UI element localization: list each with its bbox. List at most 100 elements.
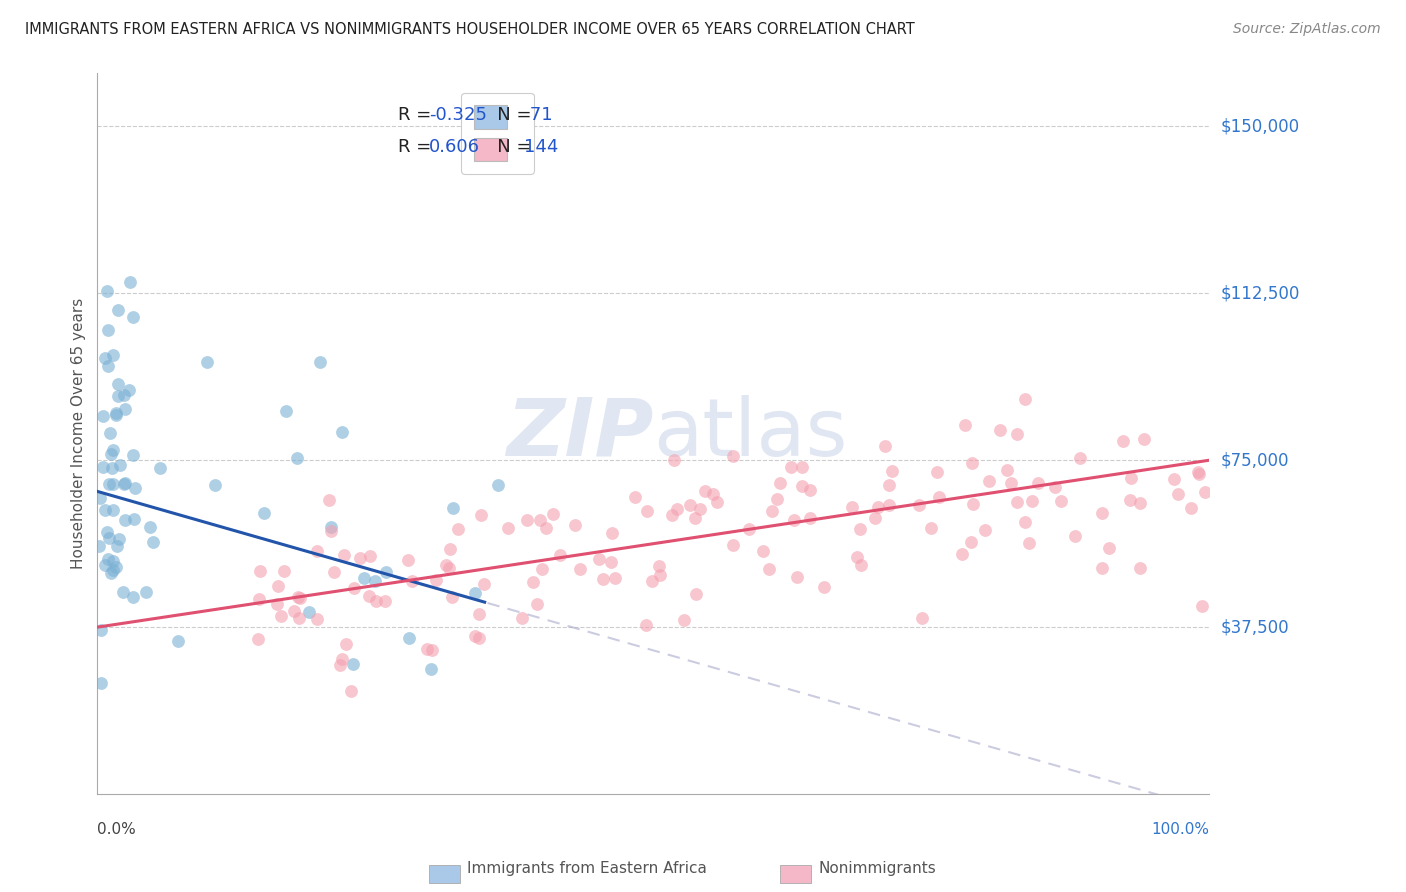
- Point: [721, 538, 744, 552]
- Point: [308, 355, 330, 369]
- Point: [752, 544, 775, 558]
- Point: [548, 548, 571, 562]
- Point: [641, 574, 664, 589]
- Point: [105, 559, 128, 574]
- Point: [437, 561, 460, 575]
- Point: [375, 565, 398, 579]
- Point: [1188, 467, 1211, 482]
- Point: [89, 491, 111, 505]
- Point: [359, 549, 381, 563]
- Point: [93, 502, 115, 516]
- Point: [841, 500, 863, 515]
- Point: [790, 459, 813, 474]
- Point: [108, 458, 131, 472]
- Point: [342, 657, 364, 671]
- Point: [114, 513, 136, 527]
- Point: [1129, 495, 1152, 509]
- Point: [101, 443, 124, 458]
- Point: [960, 456, 983, 470]
- Point: [91, 460, 114, 475]
- Point: [276, 404, 298, 418]
- Point: [330, 425, 353, 440]
- Point: [359, 589, 381, 603]
- Point: [761, 504, 783, 518]
- Point: [950, 547, 973, 561]
- Point: [364, 574, 387, 589]
- Point: [122, 512, 145, 526]
- Point: [112, 388, 135, 402]
- Text: $112,500: $112,500: [1220, 285, 1299, 302]
- Point: [114, 402, 136, 417]
- Point: [112, 476, 135, 491]
- Point: [87, 539, 110, 553]
- Point: [122, 448, 145, 462]
- Point: [321, 524, 343, 539]
- Point: [121, 310, 143, 324]
- Point: [101, 348, 124, 362]
- Point: [665, 501, 688, 516]
- Point: [468, 631, 491, 645]
- Point: [472, 577, 495, 591]
- Point: [470, 508, 492, 523]
- Point: [107, 377, 129, 392]
- Point: [679, 499, 702, 513]
- Point: [398, 631, 420, 645]
- Point: [486, 477, 509, 491]
- Point: [415, 642, 437, 657]
- Point: [875, 439, 897, 453]
- Point: [112, 585, 135, 599]
- Point: [101, 502, 124, 516]
- Point: [396, 553, 419, 567]
- Point: [98, 532, 121, 546]
- Point: [568, 562, 591, 576]
- Point: [783, 513, 806, 527]
- Point: [247, 632, 270, 647]
- Point: [446, 523, 468, 537]
- Text: atlas: atlas: [654, 394, 848, 473]
- Point: [599, 556, 621, 570]
- Point: [1129, 561, 1152, 575]
- Point: [91, 409, 114, 423]
- Point: [288, 611, 311, 625]
- Point: [496, 521, 519, 535]
- Point: [335, 637, 357, 651]
- Point: [283, 604, 305, 618]
- Point: [786, 570, 808, 584]
- Point: [90, 676, 112, 690]
- Point: [195, 355, 218, 369]
- Point: [848, 522, 870, 536]
- Point: [988, 423, 1011, 437]
- Point: [401, 574, 423, 588]
- Point: [799, 483, 821, 497]
- Text: Source: ZipAtlas.com: Source: ZipAtlas.com: [1233, 22, 1381, 37]
- Point: [1021, 494, 1043, 508]
- Point: [97, 359, 120, 373]
- Point: [672, 613, 695, 627]
- Point: [977, 474, 1000, 488]
- Point: [541, 507, 564, 521]
- Point: [534, 521, 557, 535]
- Point: [101, 477, 124, 491]
- Text: 71: 71: [524, 106, 553, 124]
- Point: [247, 591, 270, 606]
- Point: [364, 594, 387, 608]
- Point: [880, 464, 903, 478]
- Point: [266, 597, 288, 611]
- Point: [108, 532, 131, 546]
- Point: [273, 565, 295, 579]
- Point: [96, 284, 118, 298]
- Point: [588, 551, 610, 566]
- Point: [1112, 434, 1135, 449]
- Point: [441, 501, 464, 516]
- Point: [374, 594, 396, 608]
- Point: [1098, 541, 1121, 555]
- Point: [353, 571, 375, 585]
- Point: [122, 591, 145, 605]
- Text: R =: R =: [398, 137, 443, 155]
- Point: [927, 466, 949, 480]
- Point: [1000, 475, 1022, 490]
- Point: [790, 479, 813, 493]
- Point: [953, 418, 976, 433]
- Point: [441, 591, 464, 605]
- Point: [288, 591, 311, 606]
